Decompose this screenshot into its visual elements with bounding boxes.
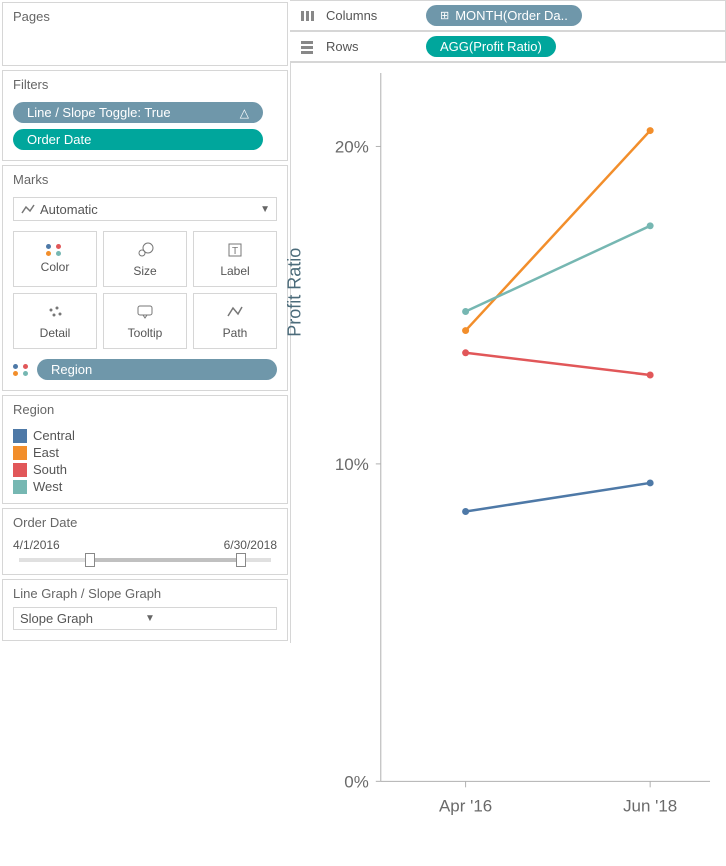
svg-text:T: T	[232, 246, 238, 257]
detail-icon	[45, 302, 65, 322]
toggle-value: Slope Graph	[20, 611, 145, 626]
svg-text:Apr '16: Apr '16	[439, 796, 492, 815]
filter-pill-orderdate-label: Order Date	[27, 132, 91, 147]
svg-text:Jun '18: Jun '18	[623, 796, 677, 815]
slider-handle-end[interactable]	[236, 553, 246, 567]
svg-text:0%: 0%	[344, 772, 369, 791]
marks-type-label: Automatic	[36, 202, 260, 217]
toggle-select[interactable]: Slope Graph ▼	[13, 607, 277, 630]
legend-label: South	[33, 462, 67, 477]
chart-area: Profit Ratio 0%10%20%Apr '16Jun '18	[290, 62, 726, 643]
automatic-line-icon	[20, 201, 36, 217]
columns-label: Columns	[326, 8, 416, 23]
marks-detail-button[interactable]: Detail	[13, 293, 97, 349]
columns-pill[interactable]: ⊞ MONTH(Order Da..	[426, 5, 582, 26]
marks-tooltip-button[interactable]: Tooltip	[103, 293, 187, 349]
marks-tooltip-label: Tooltip	[128, 326, 163, 340]
legend-item[interactable]: South	[13, 461, 277, 478]
legend-item[interactable]: Central	[13, 427, 277, 444]
legend-card: Region Central East South West	[2, 395, 288, 504]
marks-label-button[interactable]: T Label	[193, 231, 277, 287]
marks-type-select[interactable]: Automatic ▼	[13, 197, 277, 221]
marks-title: Marks	[3, 166, 287, 193]
filter-pill-orderdate[interactable]: Order Date	[13, 129, 263, 150]
filters-title: Filters	[3, 71, 287, 98]
filter-pill-toggle[interactable]: Line / Slope Toggle: True △	[13, 102, 263, 123]
path-icon	[225, 302, 245, 322]
pages-card: Pages	[2, 2, 288, 66]
toggle-card: Line Graph / Slope Graph Slope Graph ▼	[2, 579, 288, 641]
pages-title: Pages	[3, 3, 287, 30]
marks-region-label: Region	[51, 362, 92, 377]
legend-label: East	[33, 445, 59, 460]
columns-pill-label: MONTH(Order Da..	[455, 8, 568, 23]
rows-shelf[interactable]: Rows AGG(Profit Ratio)	[290, 31, 726, 62]
slider-handle-start[interactable]	[85, 553, 95, 567]
rows-pill[interactable]: AGG(Profit Ratio)	[426, 36, 556, 57]
slider-start-label: 4/1/2016	[13, 538, 60, 552]
color-icon	[13, 364, 31, 376]
orderdate-card: Order Date 4/1/2016 6/30/2018	[2, 508, 288, 575]
marks-size-label: Size	[133, 264, 156, 278]
legend-item[interactable]: West	[13, 478, 277, 495]
toggle-title: Line Graph / Slope Graph	[3, 580, 287, 607]
svg-text:20%: 20%	[335, 137, 369, 156]
filter-pill-toggle-label: Line / Slope Toggle: True	[27, 105, 171, 120]
legend-label: West	[33, 479, 62, 494]
rows-pill-label: AGG(Profit Ratio)	[440, 39, 542, 54]
legend-item[interactable]: East	[13, 444, 277, 461]
marks-path-label: Path	[223, 326, 248, 340]
svg-text:10%: 10%	[335, 455, 369, 474]
legend-swatch	[13, 480, 27, 494]
chevron-down-icon: ▼	[260, 204, 270, 215]
label-icon: T	[225, 240, 245, 260]
expand-icon: ⊞	[440, 9, 449, 22]
delta-icon: △	[240, 106, 249, 120]
marks-label-label: Label	[220, 264, 249, 278]
marks-card: Marks Automatic ▼ Color Size	[2, 165, 288, 391]
legend-swatch	[13, 446, 27, 460]
legend-swatch	[13, 429, 27, 443]
columns-shelf[interactable]: Columns ⊞ MONTH(Order Da..	[290, 0, 726, 31]
filters-card: Filters Line / Slope Toggle: True △ Orde…	[2, 70, 288, 161]
columns-icon	[298, 9, 316, 23]
slope-chart: 0% 10% 20% Apr '16 Jun '18	[291, 63, 726, 861]
rows-label: Rows	[326, 39, 416, 54]
size-icon	[135, 240, 155, 260]
color-icon	[46, 244, 64, 256]
tooltip-icon	[135, 302, 155, 322]
slider-end-label: 6/30/2018	[224, 538, 277, 552]
date-slider[interactable]	[19, 558, 271, 562]
marks-path-button[interactable]: Path	[193, 293, 277, 349]
marks-size-button[interactable]: Size	[103, 231, 187, 287]
legend-label: Central	[33, 428, 75, 443]
legend-title: Region	[3, 396, 287, 423]
marks-color-button[interactable]: Color	[13, 231, 97, 287]
marks-region-pill[interactable]: Region	[37, 359, 277, 380]
legend-swatch	[13, 463, 27, 477]
chevron-down-icon: ▼	[145, 613, 270, 624]
rows-icon	[298, 40, 316, 54]
marks-color-label: Color	[41, 260, 70, 274]
marks-detail-label: Detail	[40, 326, 71, 340]
orderdate-title: Order Date	[3, 509, 287, 536]
